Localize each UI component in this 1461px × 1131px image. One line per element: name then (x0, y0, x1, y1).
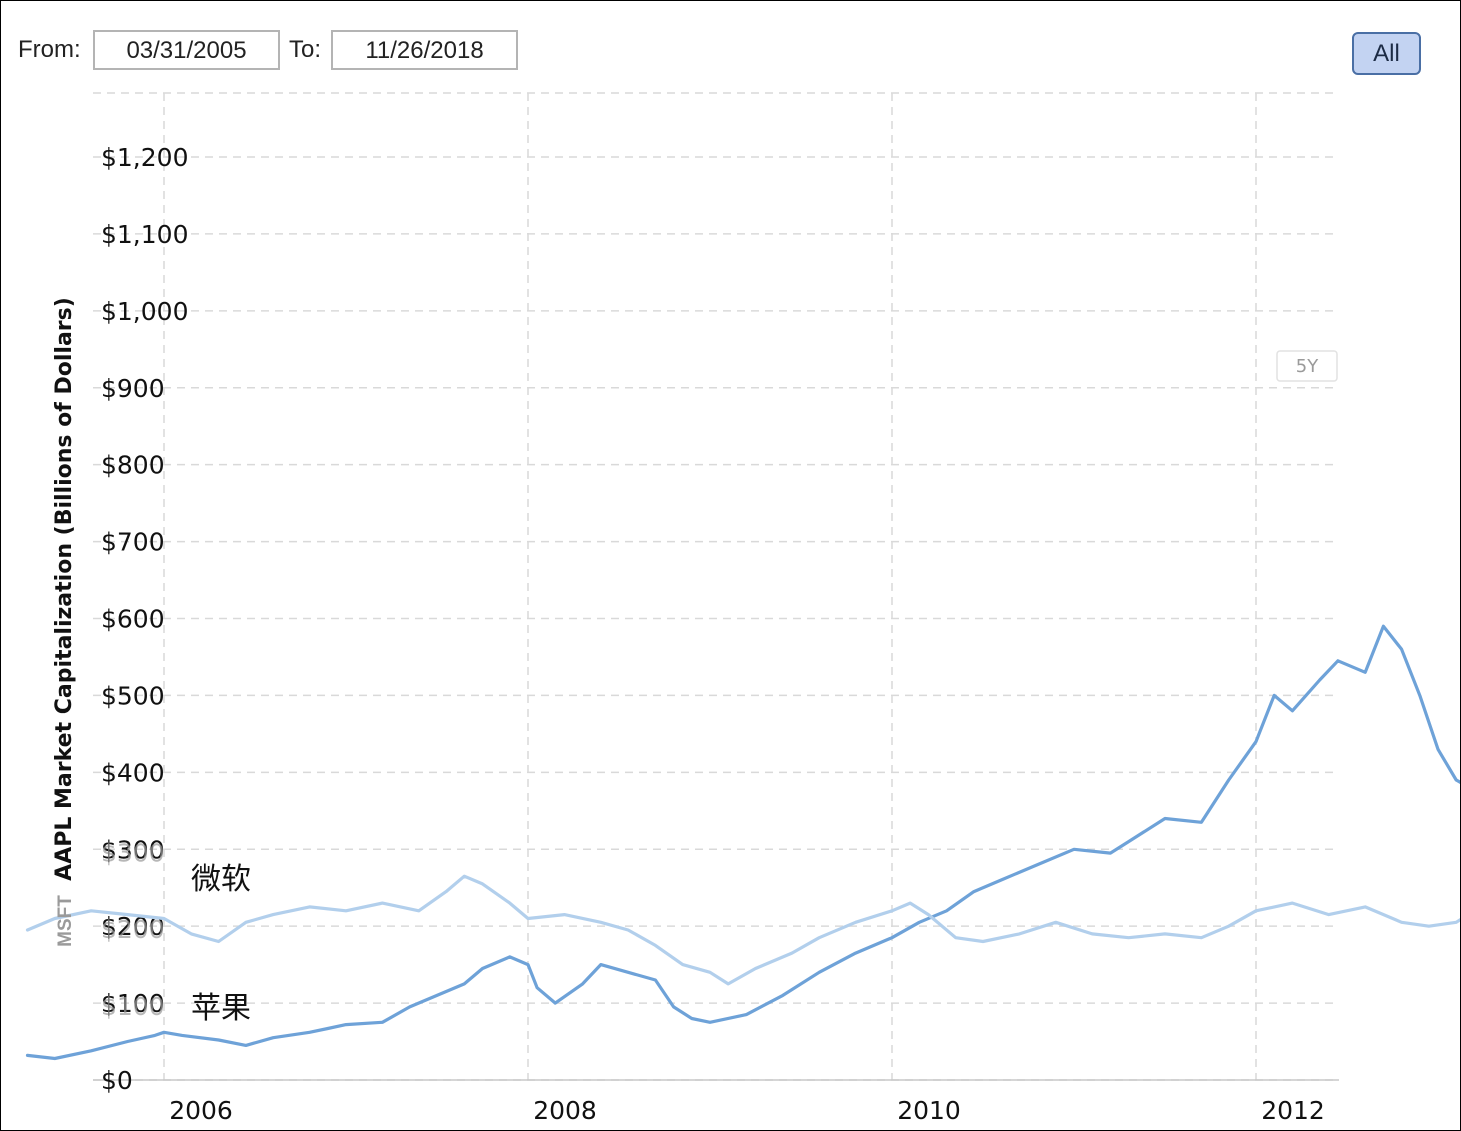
y-tick-label: $900 (101, 374, 165, 403)
y-tick-label: $700 (101, 528, 165, 557)
range-navigator-button[interactable]: 5Y (1277, 351, 1337, 381)
x-tick-label: 2010 (897, 1096, 961, 1125)
y-tick-label: $1,000 (101, 297, 188, 326)
y-tick-label: $1,100 (101, 220, 188, 249)
y-tick-label: $0 (101, 1066, 133, 1095)
series-label-aapl: 苹果 (191, 991, 251, 1026)
y-tick-label: $500 (101, 681, 165, 710)
y-axis-secondary-title: MSFT (55, 895, 76, 947)
x-axis-ticks: 2006200820102012201420162018 (169, 1096, 1460, 1125)
chart-frame: From: 03/31/2005 To: 11/26/2018 All $0 $1… (0, 0, 1461, 1131)
series-lines (27, 211, 1460, 1059)
y-tick-label-secondary: $100 (101, 992, 165, 1021)
y-axis-ticks: $0 $100 $200 $300 $400 $500 $600 $700 $800 $900 $1… (101, 143, 188, 1095)
x-tick-label: 2012 (1261, 1096, 1325, 1125)
market-cap-chart: $0 $100 $200 $300 $400 $500 $600 $700 $800 $900 $1… (1, 1, 1460, 1130)
y-tick-label-secondary: $300 (101, 838, 165, 867)
y-tick-label: $400 (101, 758, 165, 787)
series-label-msft: 微软 (191, 862, 251, 897)
y-axis-title: AAPL Market Capitalization (Billions of … (52, 297, 77, 881)
y-tick-label: $600 (101, 605, 165, 634)
x-tick-label: 2006 (169, 1096, 233, 1125)
y-tick-label-secondary: $200 (101, 915, 165, 944)
x-tick-label: 2008 (533, 1096, 597, 1125)
range-5y-label: 5Y (1296, 356, 1319, 377)
y-tick-label: $800 (101, 451, 165, 480)
y-tick-label: $1,200 (101, 143, 188, 172)
series-line-aapl (28, 211, 1461, 1059)
grid (93, 93, 1460, 1080)
